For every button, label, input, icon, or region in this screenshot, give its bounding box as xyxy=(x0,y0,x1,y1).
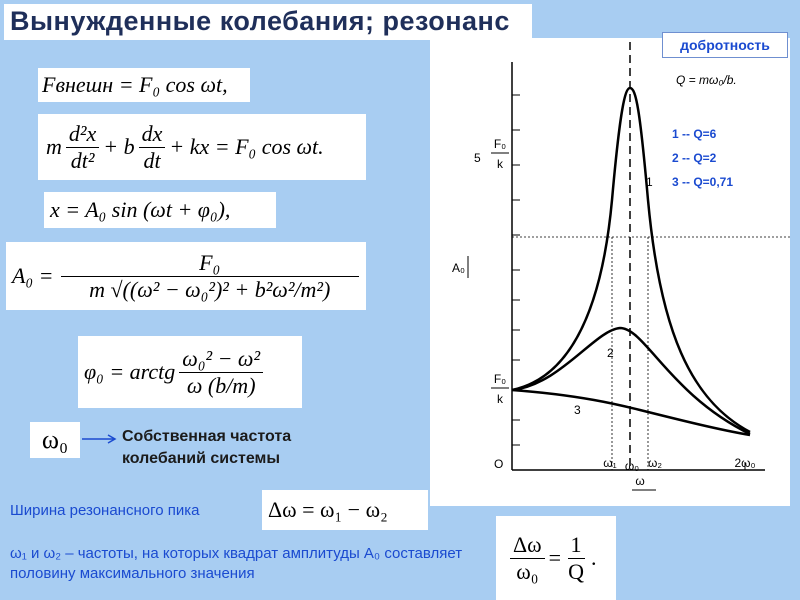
y-mark-num: F₀ xyxy=(494,372,506,386)
numerator: d²x xyxy=(65,121,100,148)
legend-item: 3 -- Q=0,71 xyxy=(672,175,733,189)
y-mark-num: F₀ xyxy=(494,137,506,151)
x-mark: ω₂ xyxy=(648,456,662,470)
equation-b: + b xyxy=(103,134,135,159)
formula-phase: φ₀ = arctg ω₀² − ω² ω (b/m) xyxy=(78,336,302,408)
numerator: F₀ xyxy=(60,250,359,277)
y-mark-prefix: 5 xyxy=(474,151,481,165)
numerator: dx xyxy=(138,121,166,148)
title-box: Вынужденные колебания; резонанс xyxy=(4,4,532,40)
curve-label: 2 xyxy=(607,346,614,360)
curve-3 xyxy=(511,388,751,437)
denominator: dt xyxy=(143,147,161,173)
eigen-line: Собственная частота xyxy=(122,428,292,445)
ratio-end: . xyxy=(590,545,597,570)
eigen-arrow xyxy=(82,434,117,444)
amplitude-frac: F₀ m √((ω² − ω₀²)² + b²ω²/m²) xyxy=(57,250,362,303)
width-caption: Ширина резонансного пика xyxy=(10,502,200,519)
x-mark: ω₁ xyxy=(603,456,616,470)
curve-label: 1 xyxy=(646,175,653,189)
ratio-eq: = xyxy=(548,545,562,570)
denominator: m √((ω² − ω₀²)² + b²ω²/m²) xyxy=(89,276,331,302)
numerator: 1 xyxy=(567,532,585,559)
y-mark-den: k xyxy=(497,392,504,406)
eigen-line: колебаний системы xyxy=(122,450,281,467)
phase-frac: ω₀² − ω² ω (b/m) xyxy=(179,346,264,399)
eigen-caption: Собственная частота колебаний системы xyxy=(122,426,291,470)
curve-1 xyxy=(511,86,751,434)
amplitude-lhs: A₀ = xyxy=(12,263,54,288)
resonance-graph: A₀ ω O 5 F₀ k F₀ k ω₁ ω₀ ω₂ 2ω₀ 1 2 3 Q … xyxy=(430,38,790,506)
y-mark-den: k xyxy=(497,157,504,171)
equation-frac-1: d²x dt² xyxy=(65,121,100,174)
note: ω₁ и ω₂ – частоты, на которых квадрат ам… xyxy=(10,545,463,582)
curve-label: 3 xyxy=(574,403,581,417)
badge: добротность xyxy=(662,32,788,58)
denominator: ω (b/m) xyxy=(186,372,256,398)
origin: O xyxy=(494,457,503,471)
legend-item: 1 -- Q=6 xyxy=(672,127,717,141)
x-mark: 2ω₀ xyxy=(734,456,755,470)
y-label: A₀ xyxy=(452,261,465,275)
formula-solution: x = A₀ sin (ωt + φ₀), xyxy=(44,192,276,228)
eigen-symbol: ω₀ xyxy=(30,422,80,458)
denominator: ω₀ xyxy=(516,558,539,584)
ratio-lhs: Δω ω₀ xyxy=(510,532,545,585)
graph-content: A₀ ω O 5 F₀ k F₀ k ω₁ ω₀ ω₂ 2ω₀ 1 2 3 Q … xyxy=(452,42,790,491)
width-formula: Δω = ω₁ − ω₂ xyxy=(262,490,428,530)
numerator: Δω xyxy=(510,532,545,559)
legend-item: 2 -- Q=2 xyxy=(672,151,717,165)
phase-lhs: φ₀ = arctg xyxy=(84,359,176,384)
equation-m: m xyxy=(46,134,62,159)
numerator: ω₀² − ω² xyxy=(179,346,264,373)
formula-amplitude: A₀ = F₀ m √((ω² − ω₀²)² + b²ω²/m²) xyxy=(6,242,366,310)
q-formula: Q = mω₀/b. xyxy=(676,73,737,87)
x-label: ω xyxy=(635,474,644,488)
denominator: Q xyxy=(568,558,584,584)
title: Вынужденные колебания; резонанс xyxy=(10,6,510,36)
equation-rest: + kx = F₀ cos ωt. xyxy=(169,134,324,159)
formula-force: Fвнешн = F₀ cos ωt, xyxy=(38,68,250,102)
x-mark: ω₀ xyxy=(625,459,639,473)
graph-bg xyxy=(430,38,790,506)
equation-frac-2: dx dt xyxy=(138,121,166,174)
curve-2 xyxy=(511,326,751,436)
formula-equation: m d²x dt² + b dx dt + kx = F₀ cos ωt. xyxy=(38,114,366,180)
denominator: dt² xyxy=(70,147,95,173)
